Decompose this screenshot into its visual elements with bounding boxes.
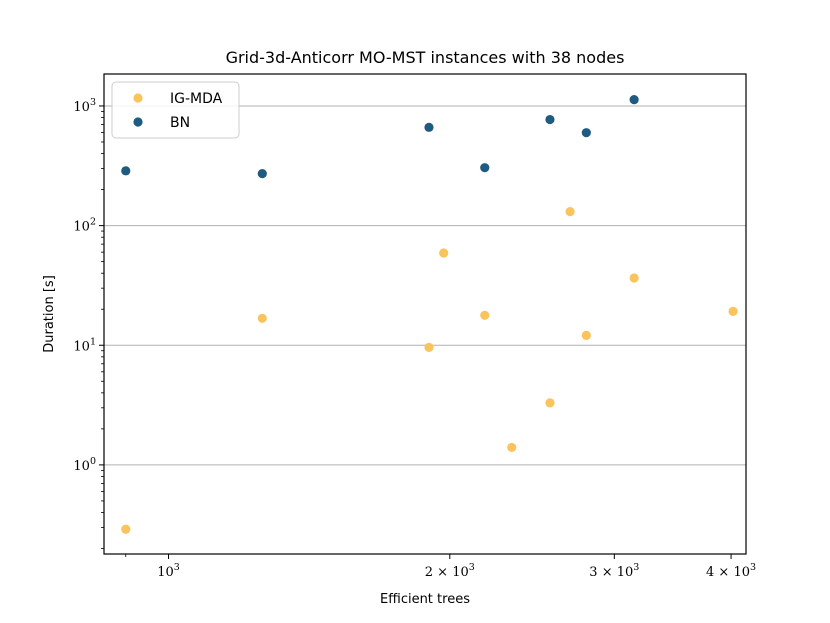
data-point-bn bbox=[121, 166, 131, 176]
y-axis-label: Duration [s] bbox=[42, 275, 57, 353]
legend-frame bbox=[111, 81, 240, 139]
data-point-ig-mda bbox=[507, 442, 517, 453]
legend-marker-ig-mda bbox=[133, 93, 143, 103]
data-point-bn bbox=[424, 122, 434, 132]
data-point-bn bbox=[581, 128, 591, 138]
x-tick-label: 4 × 103 bbox=[706, 562, 756, 580]
x-tick-label: 2 × 103 bbox=[425, 562, 475, 580]
data-point-ig-mda bbox=[545, 398, 555, 408]
data-point-ig-mda bbox=[581, 330, 591, 340]
data-point-bn bbox=[629, 95, 639, 105]
data-point-ig-mda bbox=[257, 313, 267, 323]
plot-frame bbox=[103, 73, 747, 555]
y-tick-label: 100 bbox=[73, 456, 96, 474]
y-tick-label: 103 bbox=[73, 97, 96, 115]
data-point-bn bbox=[480, 163, 490, 173]
data-point-ig-mda bbox=[480, 310, 490, 320]
chart-title: Grid-3d-Anticorr MO-MST instances with 3… bbox=[226, 48, 625, 67]
data-point-ig-mda bbox=[121, 524, 131, 534]
data-point-ig-mda bbox=[728, 306, 738, 316]
data-point-bn bbox=[545, 114, 555, 125]
x-axis-ticks: 103 2 × 103 3 × 103 4 × 103 bbox=[125, 554, 756, 580]
y-tick-label: 102 bbox=[73, 217, 96, 235]
y-tick-label: 101 bbox=[73, 336, 96, 354]
x-tick-label: 3 × 103 bbox=[589, 562, 639, 580]
x-axis-label: Efficient trees bbox=[380, 592, 470, 607]
legend-marker-bn bbox=[133, 117, 143, 127]
data-point-ig-mda bbox=[629, 273, 639, 283]
y-axis-ticks: 100 101 102 103 bbox=[73, 97, 104, 549]
legend: IG-MDA BN bbox=[111, 81, 240, 139]
plot-background bbox=[104, 74, 746, 554]
x-tick-label: 103 bbox=[157, 562, 180, 580]
legend-label-ig-mda: IG-MDA bbox=[170, 91, 223, 107]
data-point-ig-mda bbox=[565, 206, 575, 217]
legend-label-bn: BN bbox=[170, 115, 190, 131]
data-point-ig-mda bbox=[424, 342, 434, 352]
data-point-bn bbox=[257, 169, 267, 179]
data-point-ig-mda bbox=[439, 248, 449, 258]
plot-area: 103 2 × 103 3 × 103 4 × 103 100 101 102 103 bbox=[73, 73, 756, 580]
data-points bbox=[121, 95, 738, 534]
